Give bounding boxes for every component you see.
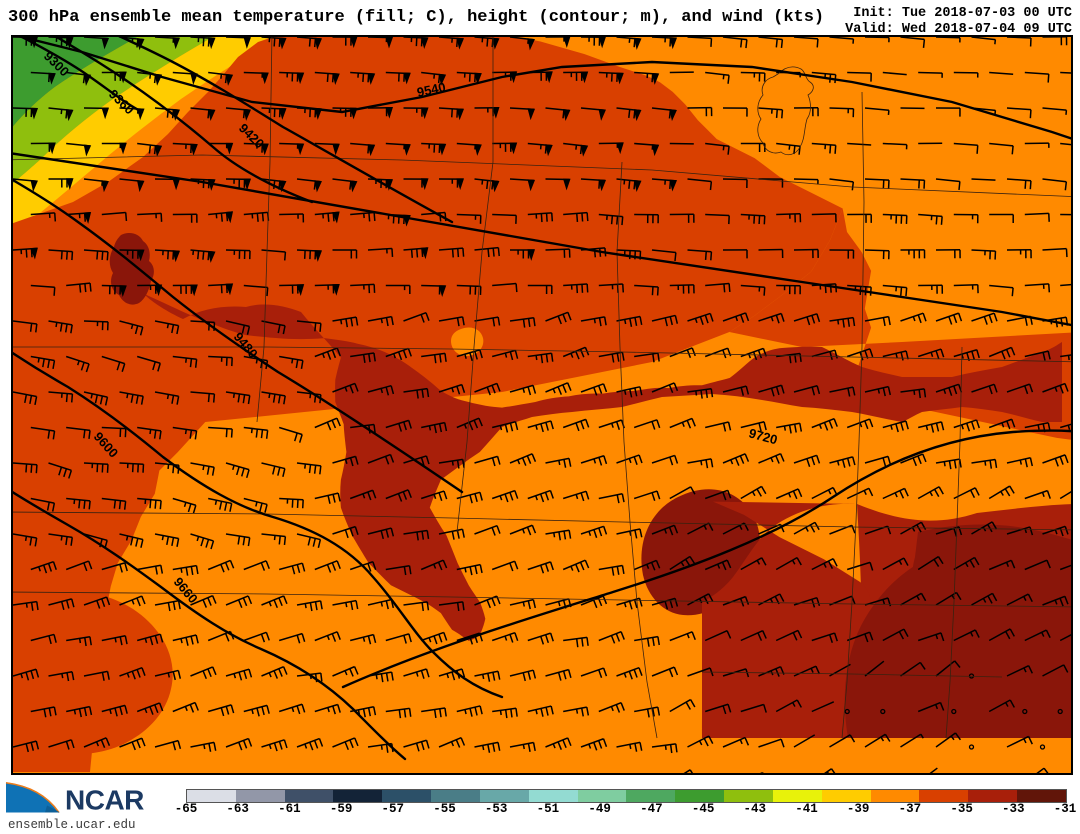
svg-text:NCAR: NCAR — [65, 785, 144, 816]
